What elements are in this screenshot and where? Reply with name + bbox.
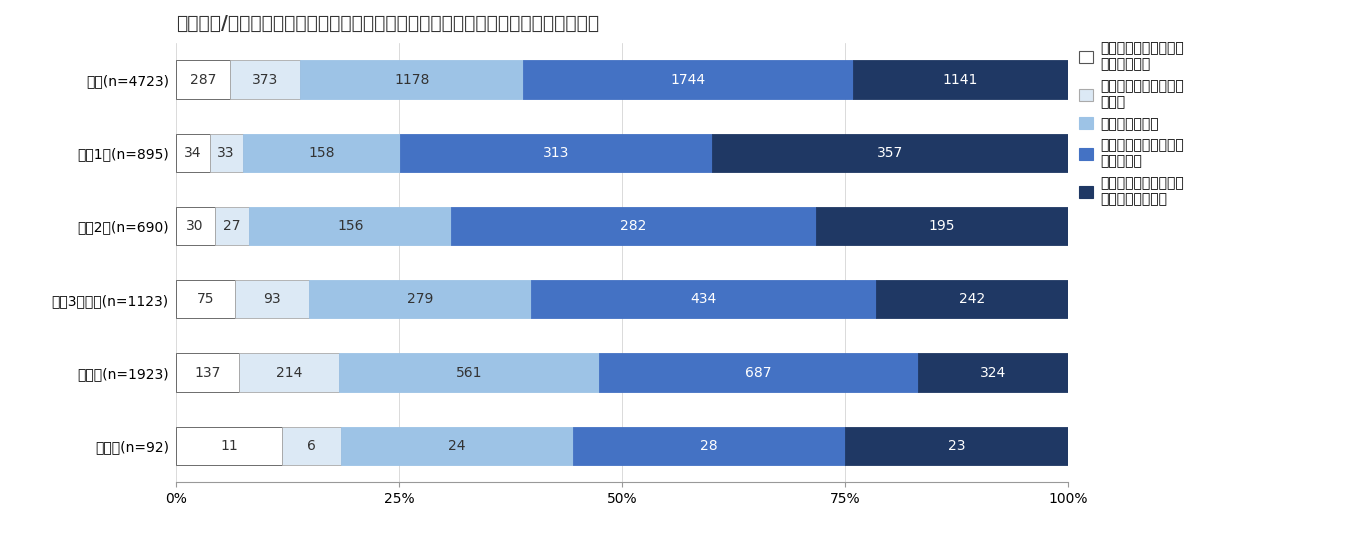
Bar (176, 280, 235, 318)
Bar (215, 207, 250, 245)
Text: 93: 93 (264, 292, 281, 306)
Bar (599, 353, 918, 392)
Bar (176, 353, 239, 392)
Bar (210, 133, 242, 172)
Bar (176, 427, 283, 465)
Bar (300, 61, 523, 99)
Text: 34: 34 (184, 146, 201, 160)
Bar (283, 427, 341, 465)
Text: 156: 156 (337, 219, 364, 233)
Text: 279: 279 (407, 292, 433, 306)
Text: 561: 561 (456, 366, 483, 379)
Text: 23: 23 (948, 439, 965, 453)
Legend: 確実にオンライン授業
にしてほしい, オンライン授業にして
ほしい, どちらでもよい, オンライン授業にして
ほしくない, 絶対にオンライン授業
にしてほしくな: 確実にオンライン授業 にしてほしい, オンライン授業にして ほしい, どちらでも… (1079, 41, 1184, 206)
Bar (452, 207, 815, 245)
Text: 214: 214 (276, 366, 301, 379)
Text: 30: 30 (187, 219, 204, 233)
Bar (853, 61, 1068, 99)
Text: 1178: 1178 (393, 72, 430, 86)
Text: 434: 434 (691, 292, 717, 306)
Text: 357: 357 (877, 146, 903, 160)
Text: 33: 33 (218, 146, 235, 160)
Bar (845, 427, 1068, 465)
Text: 137: 137 (195, 366, 220, 379)
Text: 242: 242 (959, 292, 986, 306)
Text: 687: 687 (745, 366, 772, 379)
Bar (338, 353, 599, 392)
Bar (341, 427, 573, 465)
Bar (310, 280, 531, 318)
Text: 373: 373 (251, 72, 279, 86)
Bar (176, 61, 230, 99)
Text: 【形式別/今後のオンライン授業への印象】学生のグループワークや議論中心の授業: 【形式別/今後のオンライン授業への印象】学生のグループワークや議論中心の授業 (176, 14, 599, 33)
Bar (239, 353, 338, 392)
Text: 195: 195 (929, 219, 956, 233)
Text: 24: 24 (449, 439, 466, 453)
Text: 1744: 1744 (671, 72, 706, 86)
Bar (235, 280, 310, 318)
Bar (573, 427, 845, 465)
Text: 324: 324 (980, 366, 1006, 379)
Bar (250, 207, 452, 245)
Text: 27: 27 (223, 219, 241, 233)
Bar (523, 61, 853, 99)
Text: 282: 282 (621, 219, 646, 233)
Bar (176, 133, 210, 172)
Bar (400, 133, 713, 172)
Bar (876, 280, 1068, 318)
Bar (230, 61, 300, 99)
Bar (713, 133, 1068, 172)
Text: 1141: 1141 (942, 72, 977, 86)
Text: 158: 158 (308, 146, 334, 160)
Bar (242, 133, 400, 172)
Text: 313: 313 (544, 146, 569, 160)
Text: 28: 28 (700, 439, 718, 453)
Bar (531, 280, 876, 318)
Text: 6: 6 (307, 439, 316, 453)
Text: 75: 75 (197, 292, 215, 306)
Bar (176, 207, 215, 245)
Bar (918, 353, 1068, 392)
Text: 287: 287 (189, 72, 216, 86)
Bar (815, 207, 1068, 245)
Text: 11: 11 (220, 439, 238, 453)
